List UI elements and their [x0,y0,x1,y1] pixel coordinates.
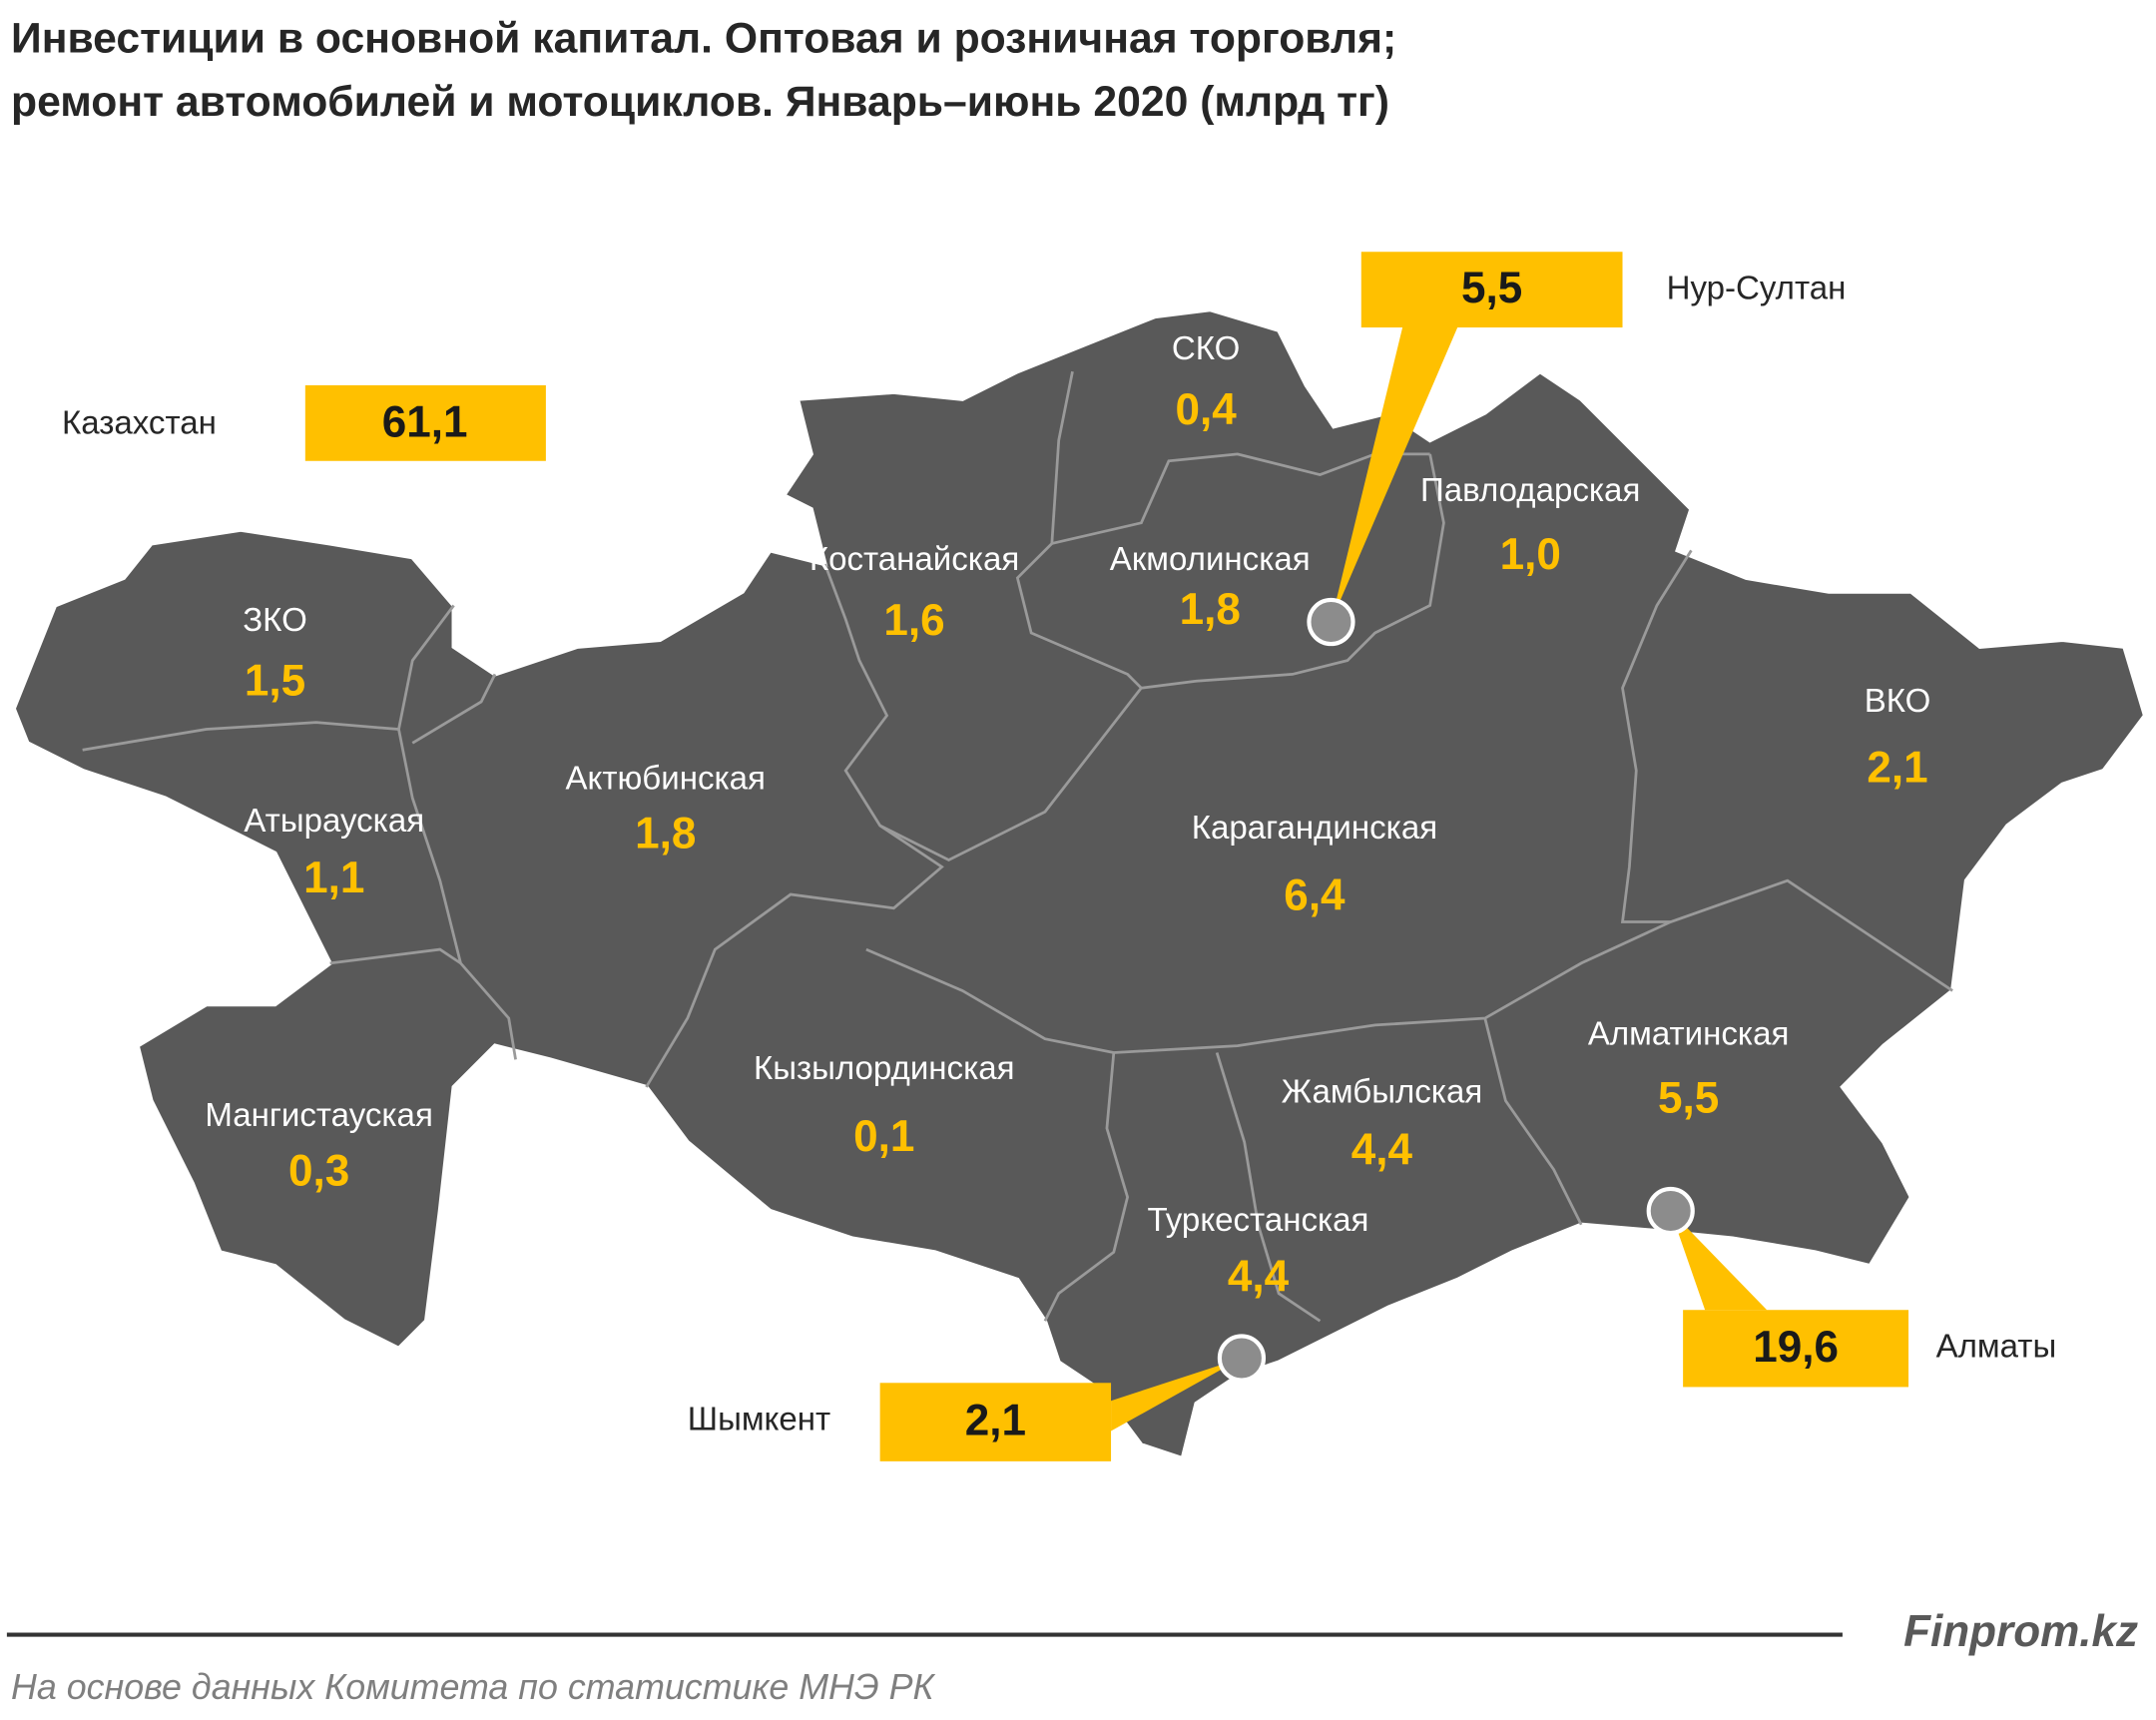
region-name: Актюбинская [566,760,766,797]
region-value: 0,1 [853,1112,914,1161]
region-name: ЗКО [243,602,307,639]
region-name: СКО [1172,330,1240,367]
city-value: 19,6 [1753,1323,1839,1372]
region-value: 2,1 [1867,744,1927,793]
title-line: Инвестиции в основной капитал. Оптовая и… [11,14,1396,62]
city-name: Алматы [1936,1329,2057,1366]
total-label: Казахстан [62,405,217,442]
source-note: На основе данных Комитета по статистике … [11,1667,936,1707]
region-value: 1,5 [245,657,305,706]
region-name: Алматинская [1588,1016,1790,1053]
region-name: Кызылординская [754,1050,1015,1087]
region-name: Атырауская [244,803,424,840]
callout-pointer [1331,327,1458,623]
city-dot [1307,597,1355,647]
city-value: 5,5 [1461,264,1522,312]
region-name: Туркестанская [1147,1202,1368,1239]
region-value: 1,8 [1180,585,1241,634]
region-name: Акмолинская [1110,541,1311,578]
region-value: 4,4 [1228,1253,1290,1302]
region-value: 1,0 [1500,530,1561,579]
region-value: 4,4 [1351,1126,1413,1175]
title-line: ремонт автомобилей и мотоциклов. Январь–… [11,78,1389,126]
region-value: 5,5 [1658,1073,1719,1122]
region-value: 0,3 [288,1146,349,1195]
country-shape [11,307,2148,1461]
region-value: 1,8 [635,810,696,859]
total-box [304,384,546,461]
region-value: 0,4 [1175,385,1237,434]
region-name: Павлодарская [1420,472,1640,509]
region-name: Костанайская [809,541,1019,578]
total-value: 61,1 [382,398,468,447]
city-name: Нур-Султан [1667,271,1847,307]
region-name: ВКО [1865,683,1931,720]
region-name: Жамбылская [1282,1074,1483,1111]
region-value: 6,4 [1284,871,1346,920]
city-box [1683,1310,1909,1388]
region-value: 1,1 [303,854,364,902]
city-box [1360,252,1623,328]
city-box [879,1383,1112,1461]
city-name: Шымкент [688,1402,830,1438]
city-dot [1217,1334,1267,1383]
region-value: 1,6 [883,596,944,645]
region-name: Мангистауская [205,1097,433,1134]
city-value: 2,1 [965,1397,1026,1445]
brand: Finprom.kz [1903,1607,2138,1656]
city-dot [1646,1186,1695,1236]
region-name: Карагандинская [1192,810,1437,847]
region-borders [82,370,1953,1323]
